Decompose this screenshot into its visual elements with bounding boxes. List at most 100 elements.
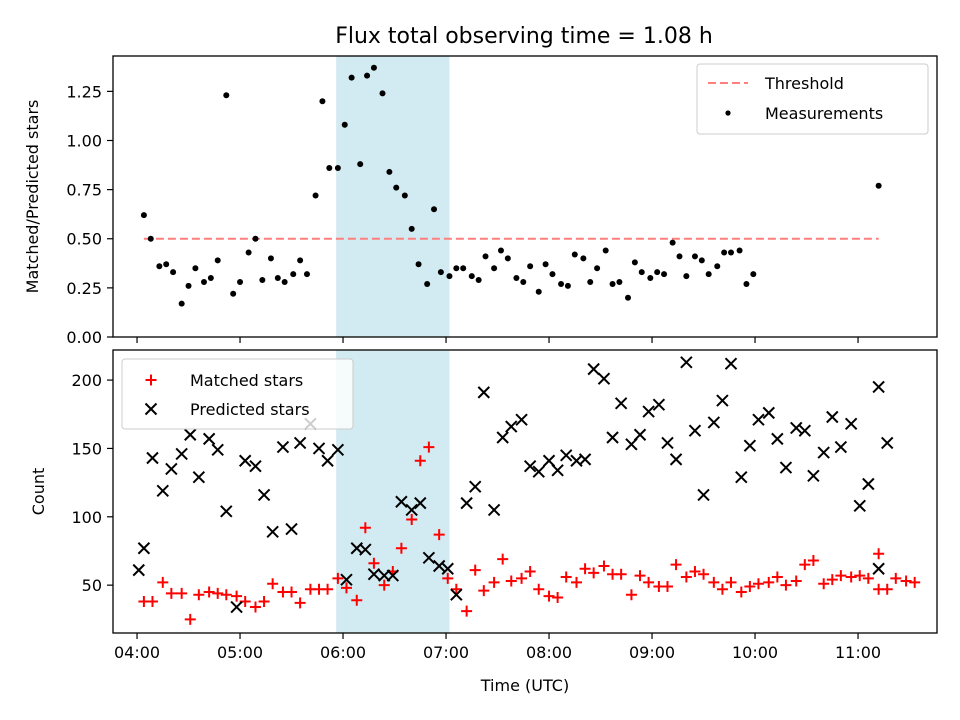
x-tick-label: 05:00 bbox=[217, 643, 263, 662]
x-tick-label: 10:00 bbox=[732, 643, 778, 662]
y-tick-label: 100 bbox=[71, 508, 102, 527]
measurement-point bbox=[415, 261, 422, 268]
predicted-star-point bbox=[614, 397, 628, 410]
matched-star-point bbox=[634, 570, 646, 582]
matched-star-point bbox=[854, 570, 866, 582]
predicted-star-point bbox=[220, 505, 233, 518]
predicted-star-point bbox=[395, 495, 408, 508]
x-tick-label: 04:00 bbox=[114, 643, 160, 662]
predicted-star-point bbox=[312, 442, 326, 455]
matched-star-point bbox=[643, 576, 655, 588]
predicted-star-point bbox=[834, 440, 848, 454]
predicted-star-point bbox=[844, 417, 858, 431]
matched-star-point bbox=[524, 565, 536, 577]
matched-star-point bbox=[414, 455, 426, 467]
matched-star-point bbox=[661, 581, 673, 593]
measurement-point bbox=[185, 282, 192, 289]
matched-star-point bbox=[752, 578, 764, 590]
predicted-star-point bbox=[771, 432, 784, 446]
matched-star-point bbox=[516, 572, 528, 584]
predicted-star-point bbox=[752, 413, 765, 426]
predicted-star-point bbox=[165, 462, 178, 476]
predicted-star-point bbox=[477, 386, 491, 399]
measurement-point bbox=[192, 265, 199, 272]
measurement-point bbox=[348, 74, 355, 81]
matched-star-point bbox=[873, 583, 885, 595]
measurement-point bbox=[647, 275, 654, 282]
matched-star-point bbox=[231, 590, 243, 602]
measurement-point bbox=[312, 192, 319, 199]
predicted-star-point bbox=[496, 431, 509, 444]
predicted-star-point bbox=[359, 543, 372, 556]
y-tick-label: 0.50 bbox=[66, 230, 102, 249]
y-tick-label: 200 bbox=[71, 371, 102, 390]
predicted-star-point bbox=[230, 600, 243, 614]
predicted-star-point bbox=[578, 453, 592, 466]
matched-star-point bbox=[433, 529, 445, 541]
measurement-point bbox=[631, 259, 638, 266]
predicted-star-point bbox=[175, 447, 188, 461]
matched-star-point bbox=[780, 579, 792, 591]
predicted-star-point bbox=[853, 499, 866, 513]
y-tick-label: 0.75 bbox=[66, 181, 102, 200]
matched-star-point bbox=[845, 571, 857, 583]
chart-title: Flux total observing time = 1.08 h bbox=[335, 24, 713, 49]
measurement-point bbox=[297, 257, 304, 264]
measurement-point bbox=[237, 278, 244, 285]
matched-star-point bbox=[680, 571, 692, 583]
measurement-point bbox=[580, 255, 587, 262]
predicted-star-point bbox=[688, 424, 702, 437]
predicted-star-point bbox=[551, 464, 564, 477]
measurement-point bbox=[163, 261, 170, 268]
ratio-plot-area bbox=[140, 64, 882, 307]
matched-star-point bbox=[807, 555, 819, 567]
predicted-star-point bbox=[184, 428, 197, 441]
matched-star-point bbox=[835, 570, 847, 582]
measurement-point bbox=[683, 273, 690, 280]
predicted-star-point bbox=[487, 503, 501, 517]
matched-star-point bbox=[735, 586, 747, 598]
measurement-point bbox=[281, 278, 288, 285]
ratio-axes-frame bbox=[112, 55, 938, 338]
matched-star-point bbox=[176, 587, 188, 599]
matched-star-point bbox=[442, 572, 454, 584]
measurement-point bbox=[230, 290, 237, 297]
measurement-point bbox=[453, 265, 460, 272]
matched-star-point bbox=[497, 553, 509, 565]
measurement-point bbox=[475, 277, 482, 284]
count-axes-frame bbox=[112, 349, 938, 634]
measurement-point bbox=[334, 165, 341, 172]
matched-star-point bbox=[890, 572, 902, 584]
ratio-legend-box bbox=[696, 63, 929, 135]
measurement-point bbox=[259, 277, 266, 284]
measurement-point bbox=[303, 271, 310, 278]
matched-star-point bbox=[423, 441, 435, 453]
measurement-point bbox=[542, 261, 549, 268]
measurement-point bbox=[200, 278, 207, 285]
matched-star-point bbox=[826, 574, 838, 586]
predicted-star-point bbox=[257, 488, 271, 502]
predicted-star-point bbox=[872, 562, 885, 575]
measurement-point bbox=[691, 253, 698, 260]
measurement-point bbox=[446, 273, 453, 280]
matched-star-point bbox=[294, 597, 306, 609]
matched-legend-swatch bbox=[145, 374, 157, 386]
matched-legend-label: Matched stars bbox=[190, 371, 303, 390]
measurement-point bbox=[156, 263, 163, 270]
predicted-star-point bbox=[807, 469, 820, 482]
matched-star-point bbox=[744, 581, 756, 593]
measurement-point bbox=[491, 265, 498, 272]
matched-star-point bbox=[708, 576, 720, 588]
matched-star-point bbox=[332, 572, 344, 584]
measurement-point bbox=[527, 263, 534, 270]
y-tick-label: 50 bbox=[82, 576, 102, 595]
measurement-point bbox=[341, 121, 348, 128]
ratio-panel: 0.00 0.25 0.50 0.75 1.00 1.25 Matched/Predict… bbox=[23, 55, 938, 347]
predicted-star-point bbox=[790, 421, 803, 435]
matched-star-point bbox=[340, 582, 352, 594]
matched-star-point bbox=[533, 583, 545, 595]
measurement-point bbox=[736, 247, 743, 254]
predicted-star-point bbox=[137, 542, 151, 555]
matched-star-point bbox=[615, 568, 627, 580]
measurement-point bbox=[602, 247, 609, 254]
